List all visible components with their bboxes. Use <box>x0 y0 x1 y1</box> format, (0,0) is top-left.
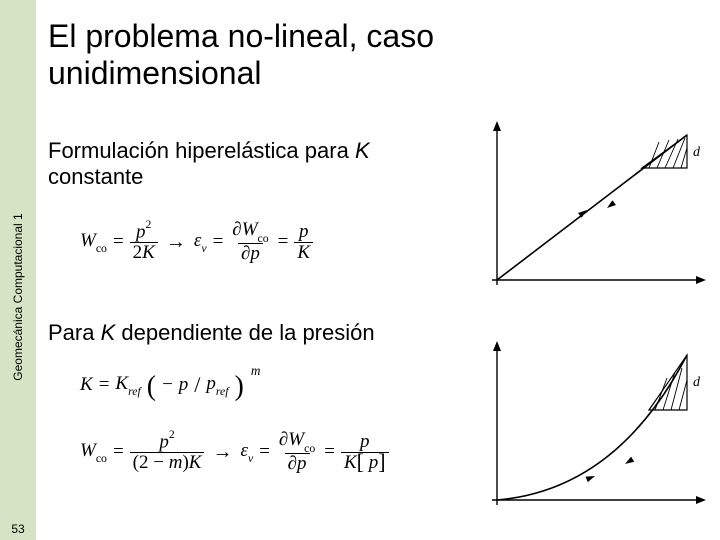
eq3-W2sub: co <box>304 442 315 455</box>
section1-heading-pre: Formulación hiperelástica para <box>48 138 355 163</box>
eq3-d1: ∂ <box>279 429 288 450</box>
sidebar: Geomecánica Computacional 1 <box>0 0 36 540</box>
eq3-pbr: p <box>369 452 379 473</box>
eq3-m: m <box>169 452 183 473</box>
equation-1: Wco = p2 2K → εv = ∂Wco ∂p = p K <box>80 220 313 264</box>
section1-heading-var: K <box>355 138 370 163</box>
eq2-slash: / <box>194 372 200 398</box>
eq1-p2: p <box>250 243 260 264</box>
eq1-d1: ∂ <box>232 219 241 240</box>
eq2-Kref: K <box>115 373 128 394</box>
eq1-p: p <box>136 221 146 242</box>
eq1-equals2: = <box>213 231 224 253</box>
page-title: El problema no-lineal, caso unidimension… <box>48 18 498 92</box>
eq3-frac2: ∂Wco ∂p <box>276 430 318 474</box>
eq1-W2sub: co <box>258 232 269 245</box>
eq3-rbr: ] <box>378 449 385 474</box>
eq1-frac1: p2 2K <box>130 221 158 263</box>
eq3-equals3: = <box>324 441 335 463</box>
equation-2: K = Kref ( − p / pref )m <box>80 372 259 398</box>
eq2-equals: = <box>99 374 110 396</box>
eq3-K: K <box>189 452 202 473</box>
eq2-p: p <box>179 374 189 396</box>
eq1-K: K <box>142 242 155 263</box>
eq3-two: 2 <box>139 452 149 473</box>
eq3-psup: 2 <box>169 428 175 441</box>
eq2-pref: p <box>206 373 216 394</box>
svg-text:d: d <box>693 375 701 390</box>
eq3-W2: W <box>288 429 304 450</box>
eq3-eps: ε <box>240 440 248 461</box>
section2-heading: Para K dependiente de la presión <box>48 320 375 346</box>
eq2-K: K <box>80 374 93 396</box>
eq2-neg: − <box>162 374 173 396</box>
eq3-Wsub: co <box>96 452 107 465</box>
eq1-W: W <box>80 230 96 251</box>
eq3-equals1: = <box>113 441 124 463</box>
eq2-m: m <box>251 363 261 379</box>
eq1-W2: W <box>242 219 258 240</box>
eq2-Krefsub: ref <box>128 385 141 398</box>
section1-heading-post: constante <box>48 164 143 189</box>
eq1-epssub: v <box>201 242 206 255</box>
eq3-arrow: → <box>210 441 234 464</box>
section2-heading-var: K <box>101 320 116 345</box>
eq1-p3: p <box>296 222 312 242</box>
page-number: 53 <box>0 522 36 536</box>
eq1-two: 2 <box>133 242 143 263</box>
eq3-p: p <box>159 431 169 452</box>
eq1-arrow: → <box>164 231 188 254</box>
eq3-frac1: p2 (2 − m)K <box>130 431 205 473</box>
diagram-linear: d <box>477 120 712 305</box>
eq3-frac3: p K[ p] <box>341 432 389 473</box>
section2-heading-post: dependiente de la presión <box>115 320 374 345</box>
eq3-lbr: [ <box>357 449 364 474</box>
eq1-psup: 2 <box>146 218 152 231</box>
eq3-equals2: = <box>259 441 270 463</box>
diagram-nonlinear: d <box>477 340 712 525</box>
equation-3: Wco = p2 (2 − m)K → εv = ∂Wco ∂p = p K[ … <box>80 430 389 474</box>
svg-text:d: d <box>693 145 701 160</box>
eq1-frac3: p K <box>294 222 313 263</box>
eq1-d2: ∂ <box>241 243 250 264</box>
eq1-frac2: ∂Wco ∂p <box>229 220 271 264</box>
eq3-p2: p <box>297 453 307 474</box>
eq2-prefsub: ref <box>216 385 229 398</box>
eq3-d2: ∂ <box>288 453 297 474</box>
section2-heading-pre: Para <box>48 320 101 345</box>
eq3-epssub: v <box>248 452 253 465</box>
eq1-equals3: = <box>278 231 289 253</box>
sidebar-label: Geomecánica Computacional 1 <box>11 213 25 380</box>
eq3-Kbr: K <box>344 452 357 473</box>
eq1-equals1: = <box>113 231 124 253</box>
eq1-Wsub: co <box>96 242 107 255</box>
eq3-W: W <box>80 440 96 461</box>
eq3-minus: − <box>153 452 164 473</box>
section1-heading: Formulación hiperelástica para K constan… <box>48 138 408 191</box>
eq1-K2: K <box>294 242 313 263</box>
